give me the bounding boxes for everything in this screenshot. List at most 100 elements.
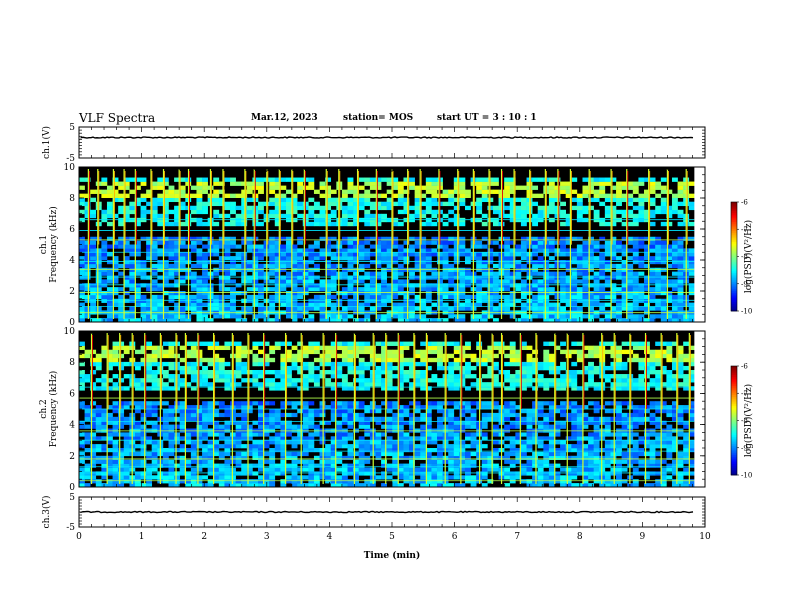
spectrogram-cell: [487, 275, 494, 280]
spectrogram-cell: [616, 467, 622, 472]
spectrogram-cell: [302, 260, 309, 265]
spectrogram-cell: [202, 283, 208, 288]
spectrogram-cell: [106, 463, 113, 468]
spectrogram-cell: [392, 177, 399, 182]
spectrogram-cell: [548, 302, 555, 307]
spectrogram-cell: [252, 401, 259, 406]
spectrogram-cell: [537, 409, 544, 414]
spectrogram-cell: [627, 275, 634, 280]
spectrogram-cell: [112, 455, 119, 460]
spectrogram-cell: [235, 444, 242, 449]
spectrogram-cell: [112, 197, 119, 203]
spectrogram-cell: [464, 279, 471, 284]
spectrogram-cell: [582, 314, 589, 319]
spectrogram-cell: [179, 412, 186, 418]
spectrogram-cell: [649, 279, 656, 284]
spectrogram-cell: [313, 463, 320, 468]
spectrogram-cell: [252, 275, 259, 280]
spectrogram-cell: [235, 412, 242, 418]
spectrogram-cell: [453, 185, 460, 190]
spectrogram-cell: [202, 244, 208, 249]
spectrogram-cell: [386, 236, 393, 241]
spectrogram-cell: [174, 189, 180, 194]
spectrogram-cell: [649, 275, 656, 280]
spectrogram-cell: [588, 459, 594, 464]
spectrogram-cell: [571, 271, 578, 276]
spectrogram-cell: [95, 279, 102, 284]
spectrogram-cell: [347, 467, 354, 472]
spectrogram-cell: [90, 298, 97, 303]
spectrogram-cell: [599, 244, 606, 249]
spectrogram-cell: [504, 436, 511, 441]
spectrogram-cell: [146, 287, 153, 292]
spectrogram-cell: [425, 306, 432, 311]
spectrogram-cell: [297, 436, 304, 441]
spectrogram-cell: [666, 412, 673, 418]
spectrogram-cell: [106, 201, 113, 207]
spectrogram-cell: [336, 440, 343, 445]
spectrogram-cell: [285, 451, 292, 457]
spectrogram-cell: [616, 248, 622, 253]
spectrogram-cell: [325, 318, 332, 323]
spectrogram-cell: [582, 291, 589, 296]
spectrogram-cell: [179, 463, 186, 468]
spectrogram-cell: [213, 314, 220, 319]
spectrogram-cell: [174, 475, 180, 480]
spectrogram-cell: [162, 252, 169, 257]
spectrogram-cell: [509, 409, 516, 414]
spectrogram-cell: [213, 475, 220, 480]
spectrogram-cell: [274, 256, 281, 261]
spectrogram-cell: [151, 314, 158, 319]
spectrogram-cell: [269, 213, 276, 219]
spectrogram-cell: [274, 267, 281, 272]
spectrogram-cell: [112, 420, 119, 425]
spectrogram-cell: [218, 463, 225, 468]
spectrogram-cell: [151, 405, 158, 410]
spectrogram-cell: [632, 467, 639, 472]
spectrogram-cell: [140, 483, 147, 488]
spectrogram-cell: [196, 201, 203, 207]
spectrogram-cell: [487, 314, 494, 319]
spectrogram-cell: [599, 483, 606, 488]
spectrogram-cell: [537, 475, 544, 480]
spectrogram-cell: [252, 448, 259, 453]
spectrogram-cell: [548, 467, 555, 472]
spectrogram-cell: [386, 294, 393, 300]
spectrogram-cell: [537, 463, 544, 468]
spectrogram-cell: [241, 306, 248, 311]
spectrogram-cell: [571, 279, 578, 284]
spectrogram-cell: [330, 448, 337, 453]
spectrogram-cell: [140, 459, 147, 464]
spectrogram-cell: [425, 451, 432, 457]
spectrogram-cell: [375, 314, 382, 319]
spectrogram-cell: [90, 444, 97, 449]
colorbar-step: [731, 249, 737, 252]
spectrogram-cell: [263, 440, 270, 445]
spectrogram-cell: [79, 405, 85, 410]
spectrogram-cell: [263, 475, 270, 480]
spectrogram-cell: [134, 451, 141, 457]
spectrogram-cell: [632, 302, 639, 307]
spectrogram-cell: [386, 177, 393, 182]
spectrogram-cell: [397, 455, 404, 460]
spectrogram-cell: [140, 213, 147, 219]
spectrogram-cell: [392, 412, 399, 418]
spectrogram-cell: [218, 412, 225, 418]
spectrogram-cell: [179, 479, 186, 484]
spectrogram-cell: [425, 248, 432, 253]
spectrogram-cell: [129, 260, 136, 265]
spectrogram-cell: [666, 440, 673, 445]
spectrogram-cell: [246, 209, 253, 215]
spectrogram-cell: [666, 444, 673, 449]
spectrogram-cell: [487, 294, 494, 300]
spectrogram-cell: [548, 405, 555, 410]
spectrogram-cell: [470, 424, 477, 429]
spectrogram-cell: [230, 267, 236, 272]
spectrogram-cell: [392, 471, 399, 476]
spectrogram-cell: [285, 205, 292, 211]
spectrogram-cell: [414, 252, 421, 257]
spectrogram-cell: [644, 283, 650, 288]
spectrogram-cell: [274, 448, 281, 453]
spectrogram-cell: [576, 279, 583, 284]
spectrogram-cell: [420, 248, 427, 253]
